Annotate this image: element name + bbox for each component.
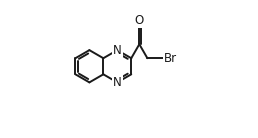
Text: N: N: [113, 76, 122, 89]
Text: N: N: [113, 44, 122, 57]
Text: O: O: [135, 14, 144, 27]
Text: Br: Br: [164, 52, 177, 65]
